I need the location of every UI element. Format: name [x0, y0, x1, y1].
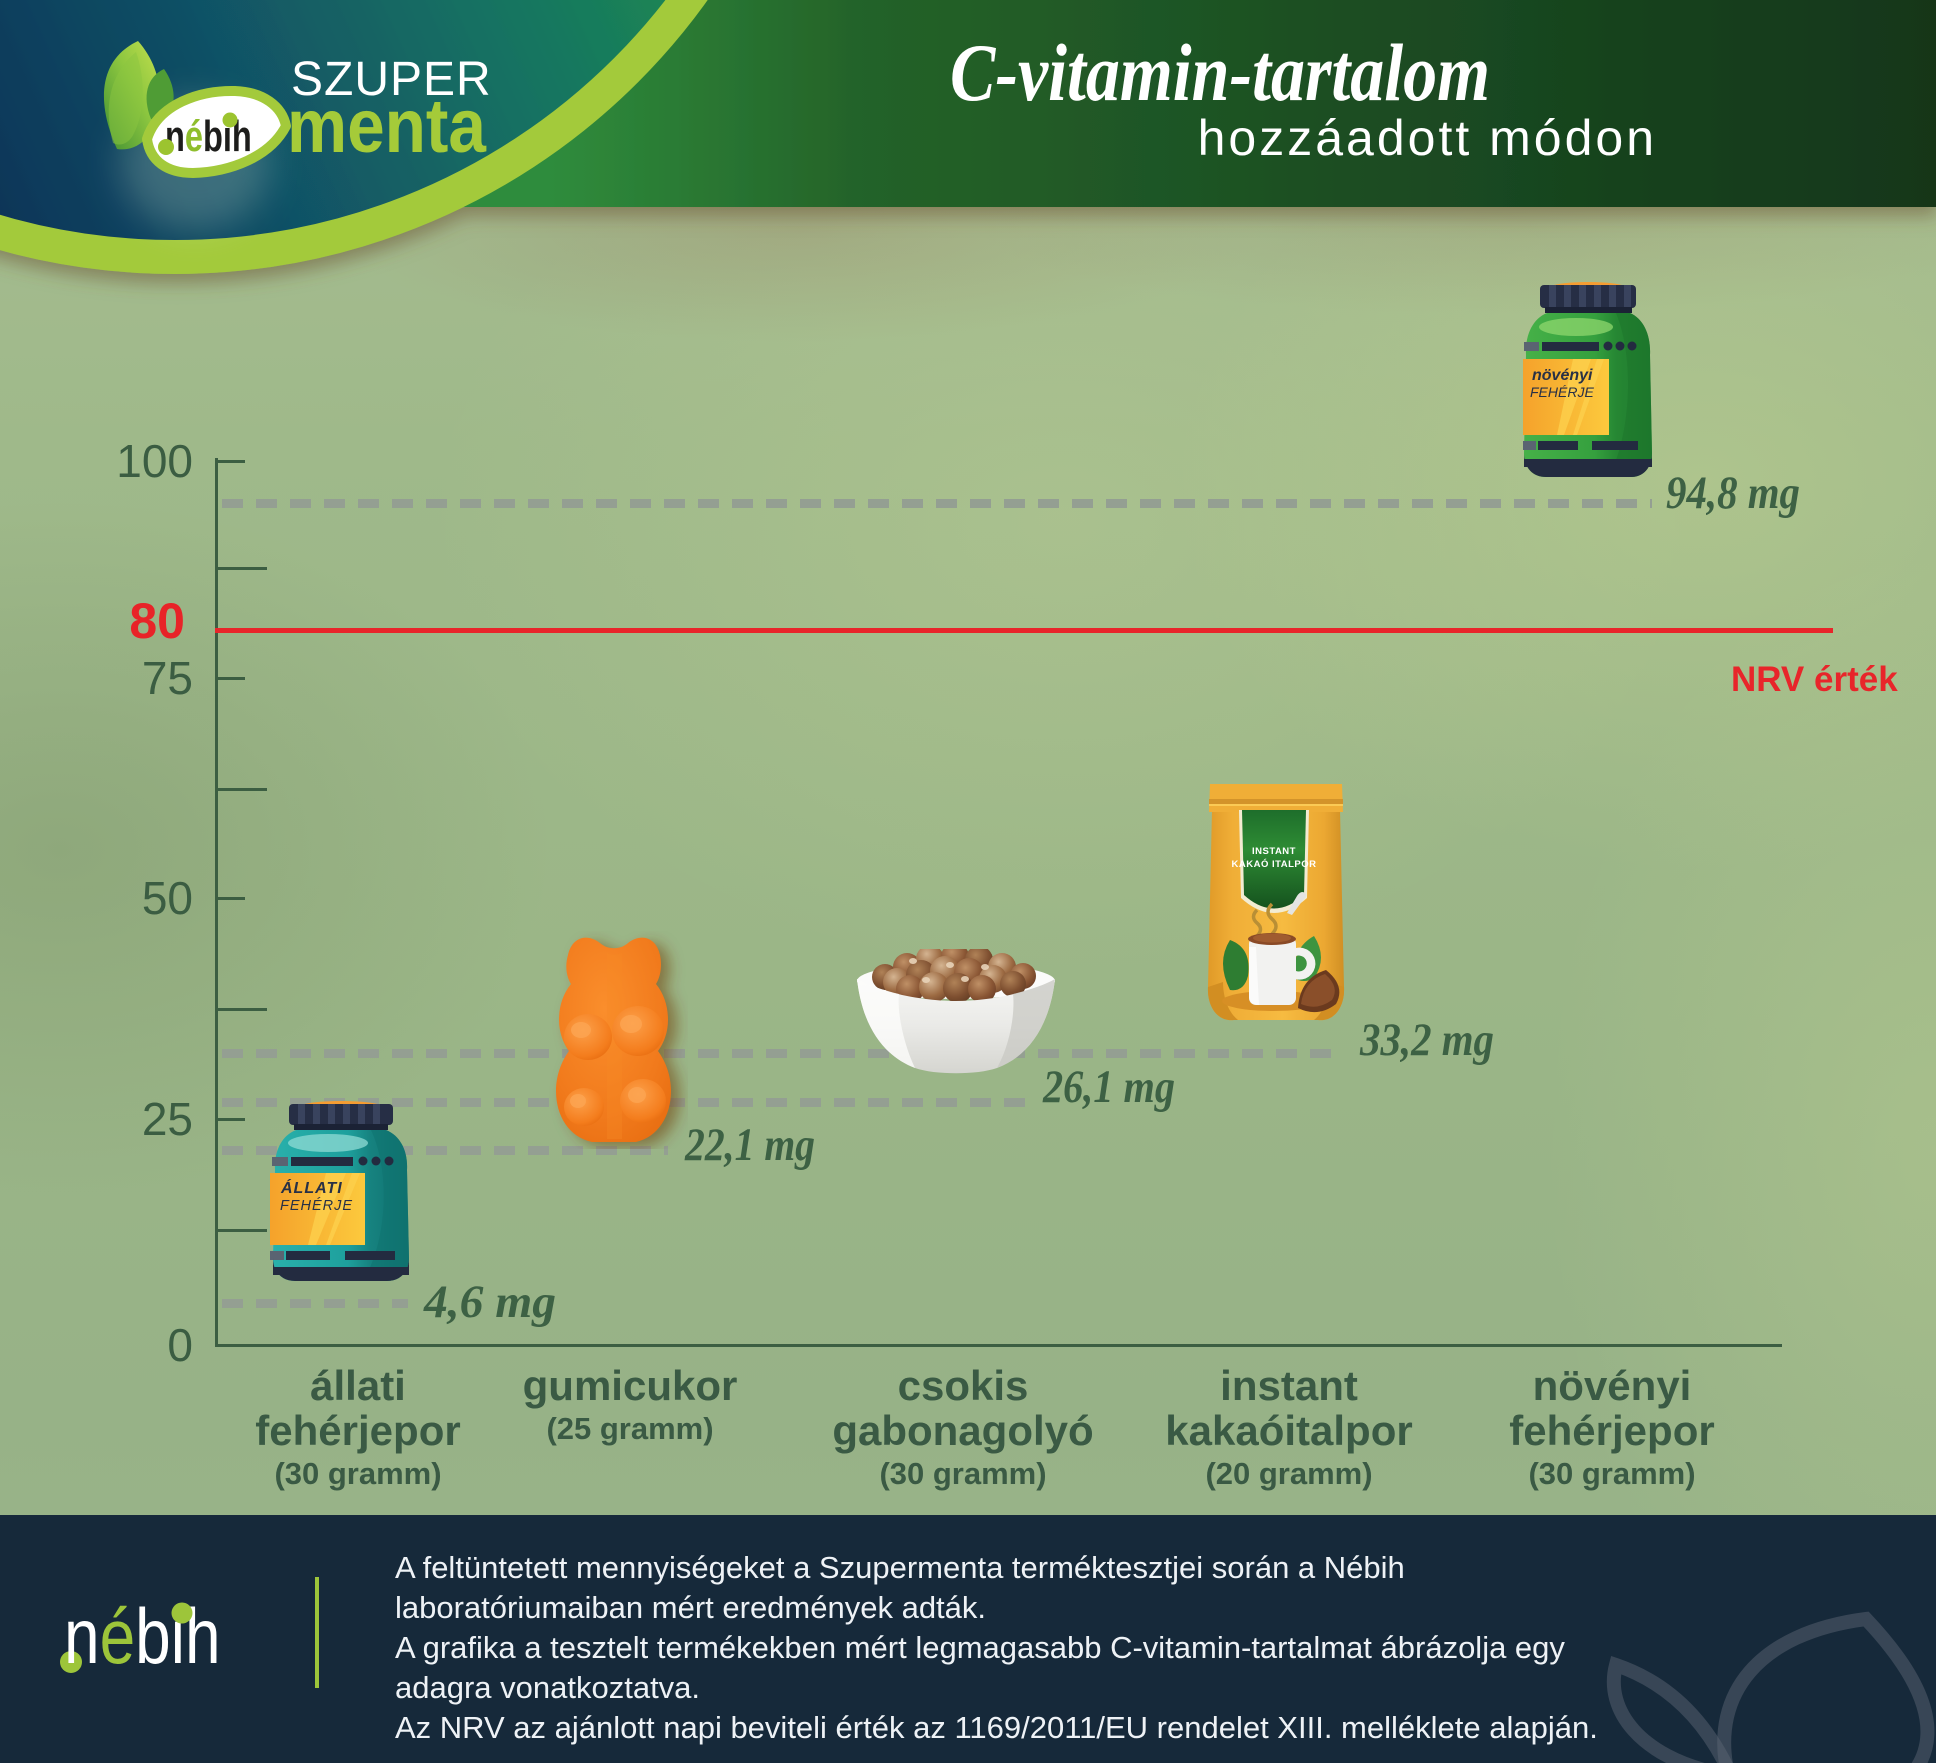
svg-text:22,1 mg: 22,1 mg: [684, 1119, 815, 1171]
svg-text:94,8 mg: 94,8 mg: [1666, 467, 1800, 519]
svg-text:KAKAÓ ITALPOR: KAKAÓ ITALPOR: [1232, 858, 1317, 870]
svg-text:33,2 mg: 33,2 mg: [1359, 1014, 1494, 1066]
svg-text:4,6 mg: 4,6 mg: [423, 1276, 556, 1328]
svg-text:FEHÉRJE: FEHÉRJE: [1530, 384, 1594, 400]
svg-text:FEHÉRJE: FEHÉRJE: [280, 1197, 353, 1214]
svg-text:INSTANT: INSTANT: [1252, 846, 1296, 857]
svg-text:C-vitamin-tartalom: C-vitamin-tartalom: [950, 27, 1490, 118]
svg-text:menta: menta: [287, 84, 487, 169]
svg-text:növényi: növényi: [1532, 367, 1593, 384]
svg-text:SZUPER: SZUPER: [291, 53, 492, 106]
svg-text:hozzáadott módon: hozzáadott módon: [1198, 110, 1657, 166]
svg-text:26,1 mg: 26,1 mg: [1042, 1061, 1175, 1113]
svg-text:nébih: nébih: [165, 112, 252, 161]
svg-text:ÁLLATI: ÁLLATI: [280, 1178, 343, 1197]
svg-text:nébih: nébih: [64, 1593, 221, 1680]
